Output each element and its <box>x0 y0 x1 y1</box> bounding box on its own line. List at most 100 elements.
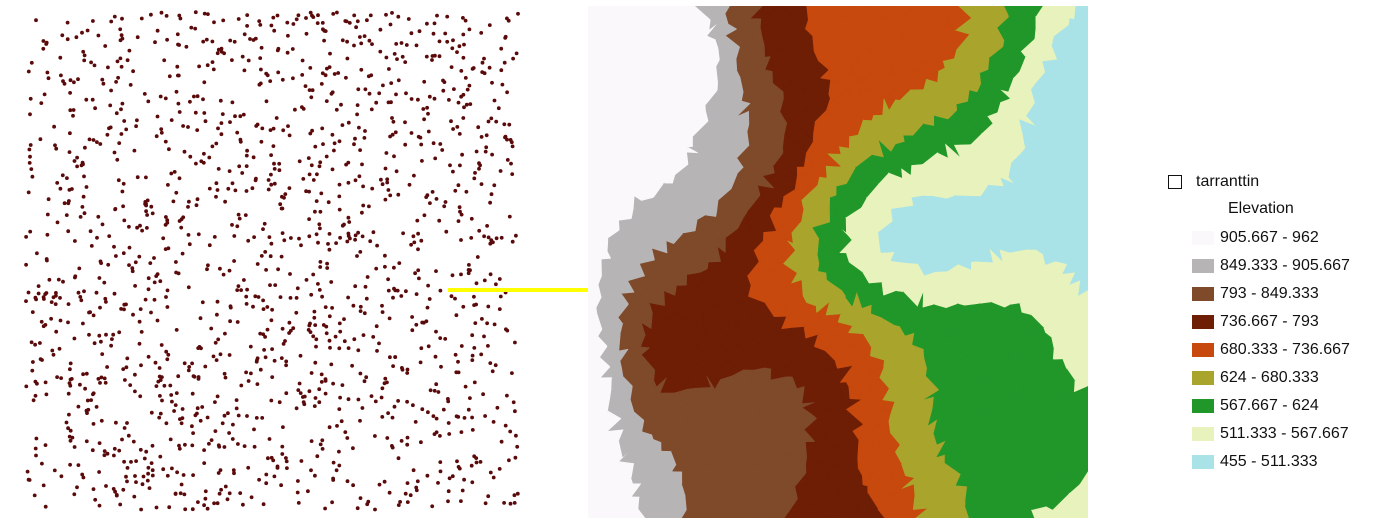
elevation-point <box>38 341 42 345</box>
elevation-point <box>64 420 69 425</box>
elevation-point <box>143 200 148 204</box>
elevation-point <box>297 159 302 164</box>
elevation-point <box>54 329 59 334</box>
elevation-point <box>250 186 255 191</box>
elevation-point <box>109 343 113 348</box>
elevation-point <box>365 275 370 279</box>
elevation-point <box>449 294 454 299</box>
elevation-point <box>158 94 163 99</box>
elevation-point <box>70 435 75 440</box>
elevation-point <box>472 380 477 385</box>
elevation-point <box>213 429 218 433</box>
elevation-point <box>475 255 480 259</box>
elevation-point <box>483 501 488 506</box>
elevation-point <box>269 318 274 323</box>
elevation-point <box>218 266 222 271</box>
elevation-point <box>451 127 455 131</box>
elevation-point <box>399 294 404 298</box>
elevation-point <box>68 91 72 95</box>
elevation-point <box>227 169 232 174</box>
elevation-point <box>362 379 367 384</box>
elevation-point <box>145 478 150 483</box>
elevation-point <box>218 352 223 357</box>
elevation-point <box>486 119 491 124</box>
elevation-point <box>160 398 164 403</box>
elevation-point <box>447 432 452 436</box>
elevation-point <box>472 176 477 181</box>
elevation-point <box>333 334 338 339</box>
elevation-point <box>323 379 328 383</box>
elevation-point <box>331 381 335 386</box>
elevation-point <box>296 479 300 483</box>
elevation-point <box>43 380 48 385</box>
elevation-point <box>183 507 188 512</box>
elevation-point <box>459 344 464 348</box>
elevation-point <box>158 454 163 459</box>
elevation-point <box>358 250 363 254</box>
elevation-point <box>383 197 388 202</box>
elevation-point <box>266 187 271 192</box>
elevation-point <box>128 83 133 87</box>
elevation-point <box>272 358 277 363</box>
elevation-point <box>144 449 149 454</box>
elevation-point <box>149 12 153 17</box>
elevation-point <box>203 489 208 494</box>
elevation-point <box>257 19 262 23</box>
elevation-point <box>430 504 435 509</box>
elevation-point <box>193 26 198 31</box>
elevation-point <box>482 71 487 76</box>
elevation-point <box>514 233 518 238</box>
elevation-point <box>450 474 455 479</box>
elevation-point <box>149 204 154 209</box>
elevation-point <box>177 176 182 181</box>
elevation-point <box>453 188 458 193</box>
elevation-point <box>97 333 102 338</box>
elevation-point <box>122 307 126 312</box>
elevation-point <box>112 453 116 458</box>
elevation-point <box>83 386 87 391</box>
elevation-point <box>355 506 360 511</box>
elevation-point <box>272 28 277 33</box>
elevation-point <box>479 31 484 35</box>
elevation-point <box>390 11 394 15</box>
elevation-point <box>219 487 224 492</box>
elevation-point <box>284 359 289 364</box>
elevation-point <box>114 493 119 497</box>
elevation-point <box>100 77 105 82</box>
elevation-point <box>165 305 170 309</box>
elevation-point <box>486 235 491 240</box>
elevation-point <box>352 337 357 342</box>
elevation-point <box>346 295 350 300</box>
elevation-point <box>196 346 201 350</box>
elevation-point <box>159 127 164 131</box>
elevation-point <box>470 67 475 71</box>
elevation-point <box>104 300 108 304</box>
elevation-point <box>278 202 283 207</box>
elevation-point <box>127 224 131 229</box>
elevation-point <box>40 461 44 466</box>
elevation-point <box>378 49 383 54</box>
elevation-point <box>302 402 307 407</box>
elevation-point <box>450 273 455 278</box>
elevation-point <box>311 178 316 182</box>
elevation-point <box>98 259 103 264</box>
elevation-point <box>125 466 130 470</box>
elevation-point <box>507 122 512 127</box>
elevation-point <box>275 466 280 470</box>
elevation-point <box>346 346 351 350</box>
elevation-point <box>269 153 273 158</box>
elevation-point <box>484 145 489 150</box>
elevation-point <box>313 396 318 400</box>
elevation-point <box>81 49 86 54</box>
elevation-point <box>269 398 274 403</box>
elevation-point <box>325 266 330 270</box>
elevation-point <box>446 499 450 504</box>
elevation-point <box>433 354 438 359</box>
elevation-point <box>415 479 420 484</box>
elevation-point <box>202 11 207 16</box>
elevation-point <box>425 193 430 198</box>
elevation-point <box>515 444 520 449</box>
elevation-point <box>414 488 419 493</box>
elevation-point <box>310 88 315 93</box>
elevation-point <box>351 303 356 308</box>
